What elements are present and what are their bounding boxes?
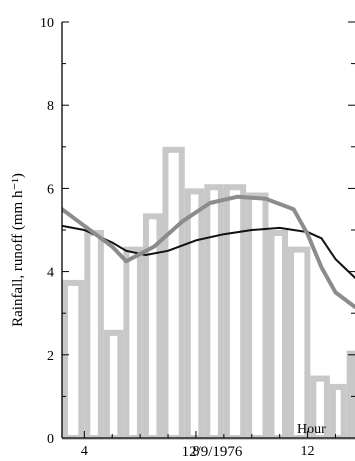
plot-area <box>62 146 355 440</box>
x-tick-label: 12 <box>301 444 315 459</box>
y-tick-label: 0 <box>47 432 54 447</box>
y-tick-label: 4 <box>47 266 54 281</box>
x-axis-title: 12/9/1976 <box>182 444 243 460</box>
y-tick-label: 10 <box>40 16 54 31</box>
rainfall-bar <box>329 383 347 440</box>
rainfall-bar <box>84 230 104 440</box>
rainfall-bar <box>204 184 224 440</box>
axes: 0 2 4 6 8 10 4 8 12 <box>40 16 355 459</box>
y-axis-title: Rainfall, runoff (mm h⁻¹) <box>10 173 26 327</box>
y-tick-label: 8 <box>47 99 54 114</box>
runoff-line-grey <box>62 194 355 309</box>
rainfall-bar <box>246 192 269 440</box>
rainfall-bar <box>288 246 311 440</box>
rainfall-bar <box>103 329 124 440</box>
rainfall-bar <box>62 279 85 440</box>
x-tick-label: 4 <box>81 444 88 459</box>
rainfall-bar <box>223 184 247 440</box>
x-unit-label: Hour <box>297 422 326 437</box>
rainfall-bar <box>162 146 185 440</box>
rainfall-bar <box>123 246 143 440</box>
y-tick-label: 2 <box>47 349 54 364</box>
rainfall-bar <box>346 350 355 440</box>
runoff-line-dark <box>62 224 355 279</box>
rainfall-bar <box>268 230 289 440</box>
rainfall-bar <box>184 188 205 440</box>
x-tick-label: 8 <box>192 444 199 459</box>
y-tick-label: 6 <box>47 182 54 197</box>
